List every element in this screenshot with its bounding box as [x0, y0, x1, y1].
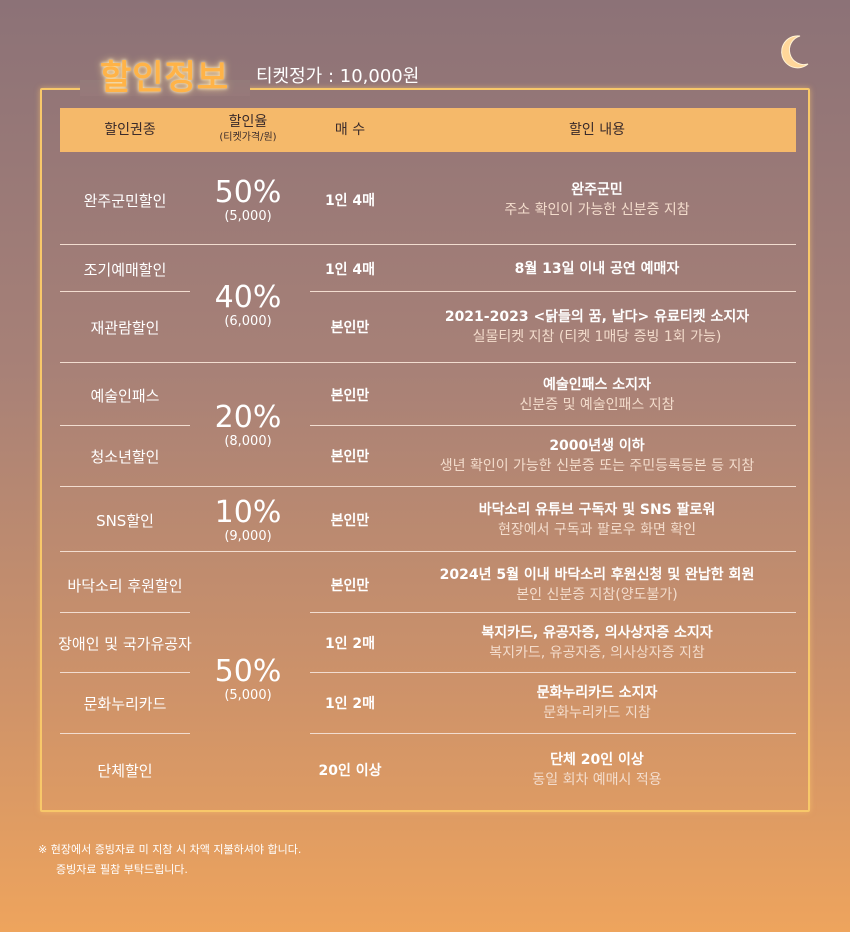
discount-rate: 20% (8,000)	[214, 399, 282, 449]
row-divider	[310, 291, 796, 292]
row-quantity: 1인 4매	[324, 262, 376, 278]
header-category: 할인권종	[104, 121, 156, 138]
row-category: 단체할인	[97, 761, 153, 780]
row-category: 조기예매할인	[83, 260, 167, 279]
row-category: 문화누리카드	[83, 694, 167, 713]
moon-icon	[781, 35, 809, 69]
row-category: 완주군민할인	[83, 191, 167, 210]
row-quantity: 1인 2매	[324, 696, 376, 712]
row-category: 바닥소리 후원할인	[67, 576, 183, 595]
row-category: 장애인 및 국가유공자	[58, 634, 192, 653]
row-description: 완주군민 주소 확인이 가능한 신분증 지참	[504, 182, 690, 218]
row-description: 단체 20인 이상 동일 회차 예매시 적용	[532, 752, 662, 788]
row-quantity: 1인 4매	[324, 193, 376, 209]
header-description: 할인 내용	[569, 121, 625, 138]
row-quantity: 1인 2매	[324, 636, 376, 652]
discount-rate: 40% (6,000)	[214, 279, 282, 329]
row-divider	[60, 244, 796, 245]
row-divider	[60, 733, 190, 734]
header-quantity: 매 수	[334, 121, 366, 138]
discount-rate: 10% (9,000)	[214, 494, 282, 544]
row-divider	[60, 291, 190, 292]
row-quantity: 본인만	[330, 320, 370, 336]
row-description: 예술인패스 소지자 신분증 및 예술인패스 지참	[519, 377, 675, 413]
row-quantity: 20인 이상	[318, 763, 382, 779]
ticket-price: 티켓정가 : 10,000원	[256, 66, 420, 87]
header-rate: 할인율 (티켓가격/원)	[219, 114, 277, 144]
page-title: 할인정보	[100, 58, 230, 98]
discount-table-frame	[40, 88, 810, 812]
row-quantity: 본인만	[330, 449, 370, 465]
row-divider	[60, 362, 796, 363]
row-divider	[310, 733, 796, 734]
discount-rate: 50% (5,000)	[214, 174, 282, 224]
row-description: 2024년 5월 이내 바닥소리 후원신청 및 완납한 회원 본인 신분증 지참(…	[439, 567, 755, 603]
row-divider	[60, 425, 190, 426]
row-quantity: 본인만	[330, 578, 370, 594]
row-divider	[310, 425, 796, 426]
title-frame-gap	[80, 80, 250, 96]
table-header: 할인권종 할인율 (티켓가격/원) 매 수 할인 내용	[60, 108, 796, 152]
footnote: ※ 현장에서 증빙자료 미 지참 시 차액 지불하셔야 합니다. 증빙자료 필참…	[38, 843, 302, 876]
row-divider	[60, 672, 190, 673]
row-description: 8월 13일 이내 공연 예매자	[514, 261, 680, 277]
row-category: 예술인패스	[90, 386, 160, 405]
row-description: 2021-2023 <닭들의 꿈, 날다> 유료티켓 소지자 실물티켓 지참 (티…	[444, 309, 750, 345]
row-quantity: 본인만	[330, 388, 370, 404]
row-divider	[310, 612, 796, 613]
row-category: SNS할인	[96, 511, 154, 530]
row-divider	[60, 551, 796, 552]
row-description: 2000년생 이하 생년 확인이 가능한 신분증 또는 주민등록등본 등 지참	[439, 438, 755, 474]
row-description: 바닥소리 유튜브 구독자 및 SNS 팔로워 현장에서 구독과 팔로우 화면 확인	[478, 502, 716, 538]
row-divider	[60, 612, 190, 613]
row-quantity: 본인만	[330, 513, 370, 529]
row-divider	[310, 672, 796, 673]
row-category: 재관람할인	[90, 318, 160, 337]
row-category: 청소년할인	[90, 447, 160, 466]
row-divider	[60, 486, 796, 487]
row-description: 복지카드, 유공자증, 의사상자증 소지자 복지카드, 유공자증, 의사상자증 지…	[481, 625, 713, 661]
row-description: 문화누리카드 소지자 문화누리카드 지참	[536, 685, 658, 721]
discount-rate: 50% (5,000)	[214, 653, 282, 703]
